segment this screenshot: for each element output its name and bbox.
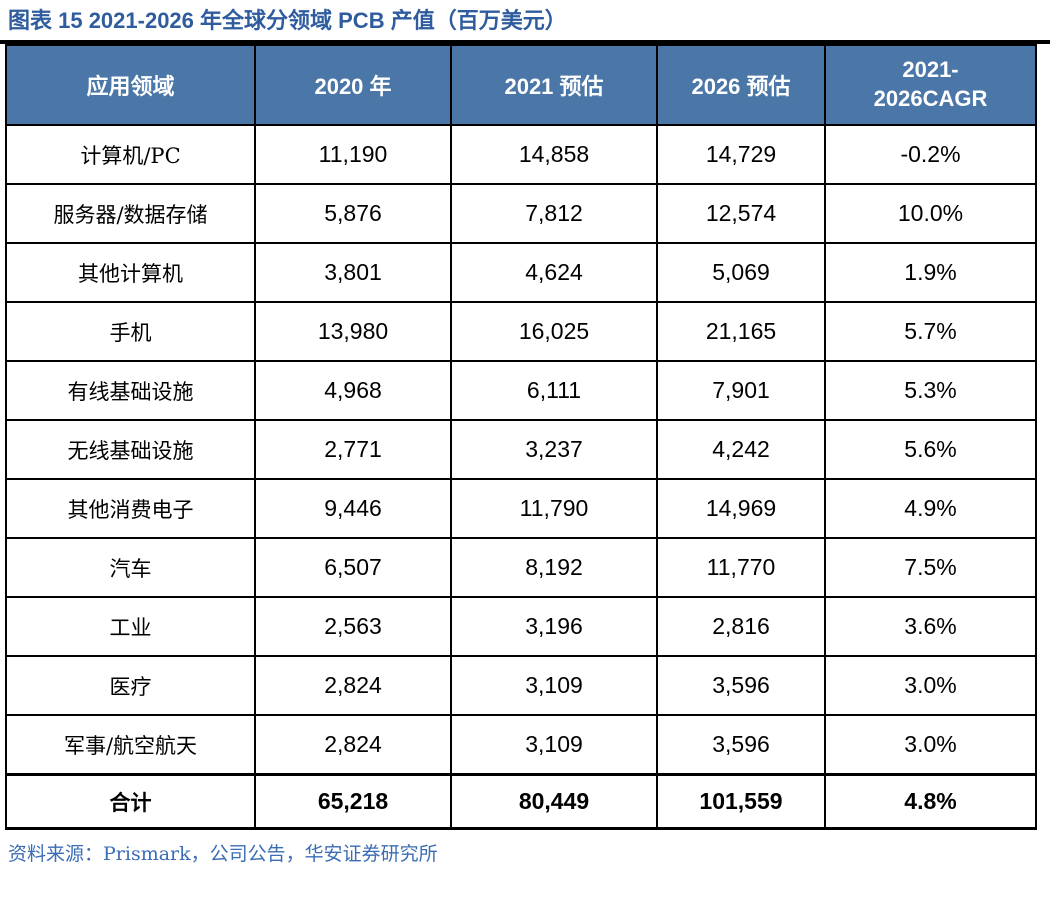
cell-2021: 3,109 bbox=[450, 655, 658, 716]
cell-2026: 11,770 bbox=[656, 537, 826, 598]
figure-title: 图表 15 2021-2026 年全球分领域 PCB 产值（百万美元） bbox=[8, 8, 567, 33]
table-row: 其他计算机 3,801 4,624 5,069 1.9% bbox=[5, 242, 1037, 303]
cell-2020: 9,446 bbox=[254, 478, 452, 539]
pcb-output-table: 应用领域 2020 年 2021 预估 2026 预估 2021-2026CAG… bbox=[5, 44, 1037, 830]
title-divider-rule bbox=[0, 40, 1050, 44]
table-row: 无线基础设施 2,771 3,237 4,242 5.6% bbox=[5, 419, 1037, 480]
cell-2021: 3,196 bbox=[450, 596, 658, 657]
cell-cagr: 5.7% bbox=[824, 301, 1037, 362]
cell-2020: 11,190 bbox=[254, 124, 452, 185]
table-row: 计算机/PC 11,190 14,858 14,729 -0.2% bbox=[5, 124, 1037, 185]
table-row: 服务器/数据存储 5,876 7,812 12,574 10.0% bbox=[5, 183, 1037, 244]
row-label: 服务器/数据存储 bbox=[5, 183, 256, 244]
row-label: 手机 bbox=[5, 301, 256, 362]
cell-2026: 12,574 bbox=[656, 183, 826, 244]
cell-2021: 6,111 bbox=[450, 360, 658, 421]
cell-cagr: 5.3% bbox=[824, 360, 1037, 421]
cell-2020: 5,876 bbox=[254, 183, 452, 244]
cell-2020: 13,980 bbox=[254, 301, 452, 362]
cell-2026: 2,816 bbox=[656, 596, 826, 657]
row-label: 其他消费电子 bbox=[5, 478, 256, 539]
cell-2020: 2,824 bbox=[254, 655, 452, 716]
cell-cagr: 3.6% bbox=[824, 596, 1037, 657]
cell-cagr: 4.9% bbox=[824, 478, 1037, 539]
cell-cagr: 3.0% bbox=[824, 655, 1037, 716]
cell-2021: 8,192 bbox=[450, 537, 658, 598]
table-row: 有线基础设施 4,968 6,111 7,901 5.3% bbox=[5, 360, 1037, 421]
cell-2020: 6,507 bbox=[254, 537, 452, 598]
table-total-row: 合计 65,218 80,449 101,559 4.8% bbox=[5, 773, 1037, 830]
total-2021: 80,449 bbox=[450, 773, 658, 830]
row-label: 汽车 bbox=[5, 537, 256, 598]
total-label: 合计 bbox=[5, 773, 256, 830]
cell-2020: 2,771 bbox=[254, 419, 452, 480]
cell-2026: 21,165 bbox=[656, 301, 826, 362]
cell-2026: 7,901 bbox=[656, 360, 826, 421]
cell-2020: 4,968 bbox=[254, 360, 452, 421]
cell-2026: 14,969 bbox=[656, 478, 826, 539]
cell-2020: 3,801 bbox=[254, 242, 452, 303]
cell-2021: 7,812 bbox=[450, 183, 658, 244]
cell-2021: 3,109 bbox=[450, 714, 658, 776]
data-source-note: 资料来源：Prismark，公司公告，华安证券研究所 bbox=[8, 843, 438, 865]
cell-cagr: 3.0% bbox=[824, 714, 1037, 776]
total-2020: 65,218 bbox=[254, 773, 452, 830]
header-application-field: 应用领域 bbox=[5, 44, 256, 126]
cell-2026: 5,069 bbox=[656, 242, 826, 303]
table-row: 军事/航空航天 2,824 3,109 3,596 3.0% bbox=[5, 714, 1037, 776]
row-label: 其他计算机 bbox=[5, 242, 256, 303]
cell-2020: 2,563 bbox=[254, 596, 452, 657]
row-label: 无线基础设施 bbox=[5, 419, 256, 480]
cell-cagr: 5.6% bbox=[824, 419, 1037, 480]
header-2021-estimate: 2021 预估 bbox=[450, 44, 658, 126]
row-label: 工业 bbox=[5, 596, 256, 657]
cell-2021: 3,237 bbox=[450, 419, 658, 480]
table-row: 工业 2,563 3,196 2,816 3.6% bbox=[5, 596, 1037, 657]
cell-cagr: 10.0% bbox=[824, 183, 1037, 244]
total-2026: 101,559 bbox=[656, 773, 826, 830]
cell-2021: 14,858 bbox=[450, 124, 658, 185]
cell-2020: 2,824 bbox=[254, 714, 452, 776]
header-2026-estimate: 2026 预估 bbox=[656, 44, 826, 126]
header-cagr-label: 2021-2026CAGR bbox=[873, 57, 988, 111]
cell-2021: 11,790 bbox=[450, 478, 658, 539]
table-row: 手机 13,980 16,025 21,165 5.7% bbox=[5, 301, 1037, 362]
cell-cagr: 1.9% bbox=[824, 242, 1037, 303]
cell-cagr: -0.2% bbox=[824, 124, 1037, 185]
row-label: 有线基础设施 bbox=[5, 360, 256, 421]
cell-cagr: 7.5% bbox=[824, 537, 1037, 598]
table-row: 其他消费电子 9,446 11,790 14,969 4.9% bbox=[5, 478, 1037, 539]
cell-2021: 4,624 bbox=[450, 242, 658, 303]
row-label: 军事/航空航天 bbox=[5, 714, 256, 776]
cell-2026: 14,729 bbox=[656, 124, 826, 185]
cell-2026: 3,596 bbox=[656, 714, 826, 776]
row-label: 计算机/PC bbox=[5, 124, 256, 185]
cell-2026: 4,242 bbox=[656, 419, 826, 480]
table-row: 医疗 2,824 3,109 3,596 3.0% bbox=[5, 655, 1037, 716]
cell-2026: 3,596 bbox=[656, 655, 826, 716]
table-row: 汽车 6,507 8,192 11,770 7.5% bbox=[5, 537, 1037, 598]
cell-2021: 16,025 bbox=[450, 301, 658, 362]
row-label: 医疗 bbox=[5, 655, 256, 716]
total-cagr: 4.8% bbox=[824, 773, 1037, 830]
header-2020: 2020 年 bbox=[254, 44, 452, 126]
header-cagr: 2021-2026CAGR bbox=[824, 44, 1037, 126]
table-header-row: 应用领域 2020 年 2021 预估 2026 预估 2021-2026CAG… bbox=[5, 44, 1037, 126]
